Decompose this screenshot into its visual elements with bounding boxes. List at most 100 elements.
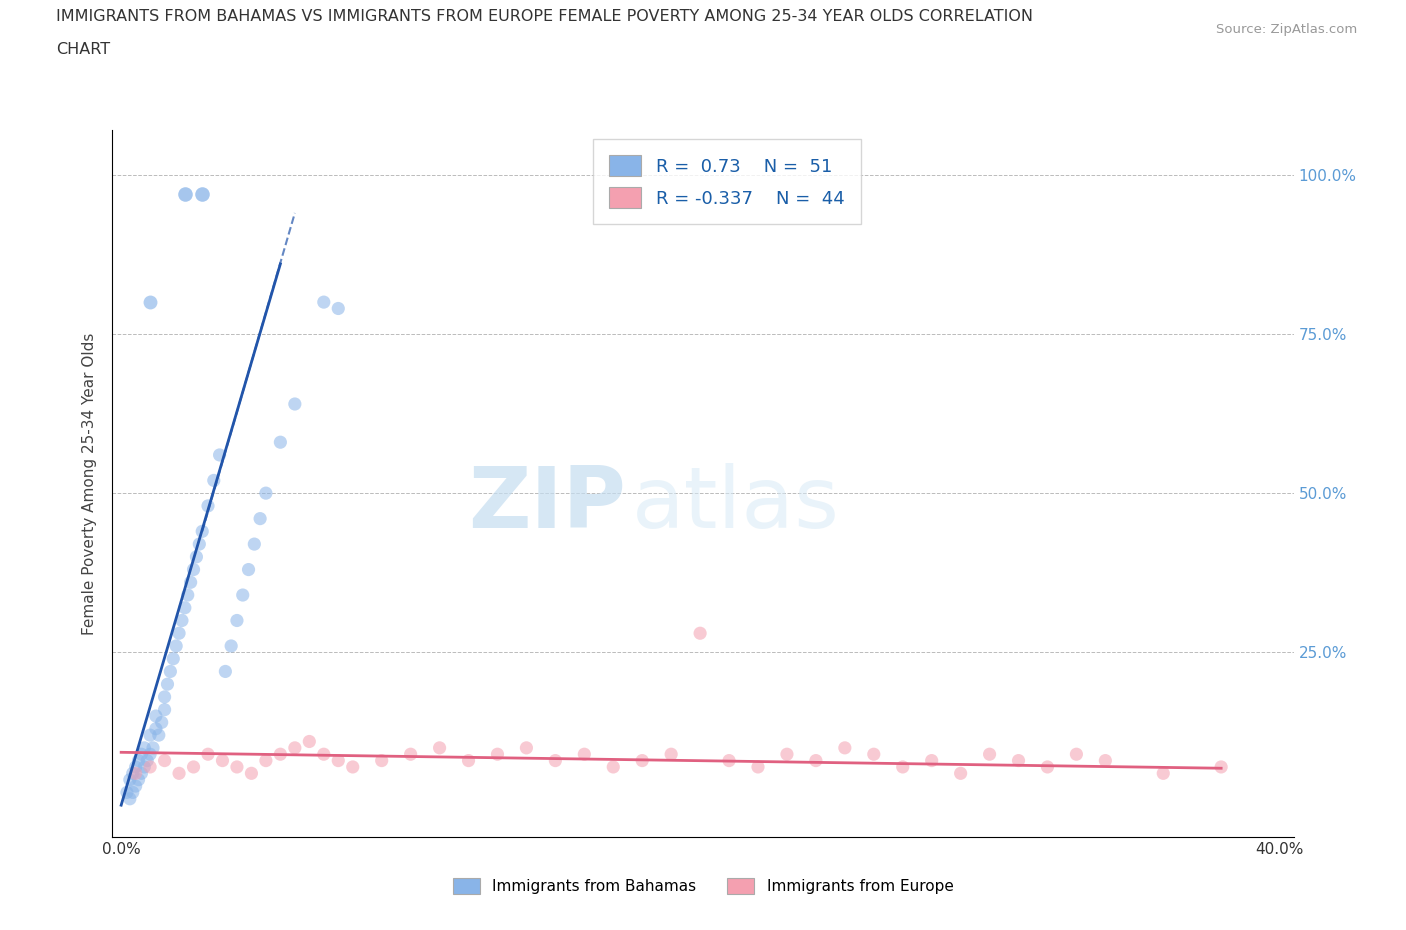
Point — [121, 785, 143, 800]
Point — [136, 753, 159, 768]
Point — [202, 473, 225, 488]
Point — [118, 791, 141, 806]
Point — [219, 639, 242, 654]
Point — [124, 766, 146, 781]
Point — [457, 753, 479, 768]
Point — [197, 747, 219, 762]
Text: CHART: CHART — [56, 42, 110, 57]
Point — [134, 760, 156, 775]
Point — [150, 715, 173, 730]
Point — [429, 740, 451, 755]
Point — [718, 753, 741, 768]
Point — [804, 753, 827, 768]
Point — [124, 760, 146, 775]
Point — [602, 760, 624, 775]
Point — [574, 747, 596, 762]
Point — [1036, 760, 1059, 775]
Point — [226, 760, 249, 775]
Point — [139, 747, 162, 762]
Point — [1066, 747, 1088, 762]
Point — [145, 722, 167, 737]
Point — [515, 740, 537, 755]
Point — [979, 747, 1001, 762]
Point — [342, 760, 364, 775]
Point — [747, 760, 769, 775]
Point — [180, 575, 202, 590]
Point — [153, 702, 176, 717]
Point — [269, 434, 291, 449]
Point — [183, 562, 205, 577]
Point — [1094, 753, 1116, 768]
Point — [165, 639, 187, 654]
Point — [298, 734, 321, 749]
Point — [399, 747, 422, 762]
Point — [284, 740, 307, 755]
Point — [486, 747, 509, 762]
Point — [183, 760, 205, 775]
Point — [159, 664, 181, 679]
Point — [862, 747, 884, 762]
Point — [328, 753, 350, 768]
Point — [121, 766, 143, 781]
Point — [197, 498, 219, 513]
Point — [142, 740, 165, 755]
Point — [328, 301, 350, 316]
Point — [312, 747, 335, 762]
Point — [162, 651, 184, 666]
Point — [170, 613, 193, 628]
Point — [949, 766, 972, 781]
Point — [167, 626, 190, 641]
Point — [243, 537, 266, 551]
Point — [139, 760, 162, 775]
Point — [232, 588, 254, 603]
Point — [834, 740, 856, 755]
Point — [191, 524, 214, 538]
Point — [131, 766, 153, 781]
Point — [148, 727, 170, 742]
Point — [211, 753, 233, 768]
Point — [226, 613, 249, 628]
Point — [254, 485, 277, 500]
Point — [254, 753, 277, 768]
Point — [659, 747, 682, 762]
Text: Source: ZipAtlas.com: Source: ZipAtlas.com — [1216, 23, 1357, 36]
Point — [128, 772, 150, 787]
Point — [269, 747, 291, 762]
Point — [891, 760, 914, 775]
Text: ZIP: ZIP — [468, 463, 626, 546]
Point — [115, 785, 138, 800]
Point — [128, 753, 150, 768]
Point — [921, 753, 943, 768]
Point — [312, 295, 335, 310]
Y-axis label: Female Poverty Among 25-34 Year Olds: Female Poverty Among 25-34 Year Olds — [82, 332, 97, 635]
Text: atlas: atlas — [633, 463, 841, 546]
Point — [240, 766, 263, 781]
Point — [208, 447, 231, 462]
Point — [370, 753, 392, 768]
Point — [191, 186, 214, 201]
Point — [153, 753, 176, 768]
Point — [153, 689, 176, 704]
Point — [1152, 766, 1174, 781]
Point — [173, 186, 195, 201]
Point — [139, 295, 162, 310]
Point — [124, 778, 146, 793]
Point — [118, 772, 141, 787]
Point — [249, 512, 271, 526]
Point — [776, 747, 799, 762]
Legend: Immigrants from Bahamas, Immigrants from Europe: Immigrants from Bahamas, Immigrants from… — [446, 871, 960, 900]
Point — [186, 550, 208, 565]
Point — [145, 709, 167, 724]
Point — [631, 753, 654, 768]
Point — [188, 537, 211, 551]
Point — [156, 677, 179, 692]
Point — [173, 601, 195, 616]
Point — [1211, 760, 1233, 775]
Text: IMMIGRANTS FROM BAHAMAS VS IMMIGRANTS FROM EUROPE FEMALE POVERTY AMONG 25-34 YEA: IMMIGRANTS FROM BAHAMAS VS IMMIGRANTS FR… — [56, 9, 1033, 24]
Point — [167, 766, 190, 781]
Point — [177, 588, 200, 603]
Point — [1007, 753, 1029, 768]
Point — [544, 753, 567, 768]
Point — [284, 396, 307, 411]
Point — [214, 664, 236, 679]
